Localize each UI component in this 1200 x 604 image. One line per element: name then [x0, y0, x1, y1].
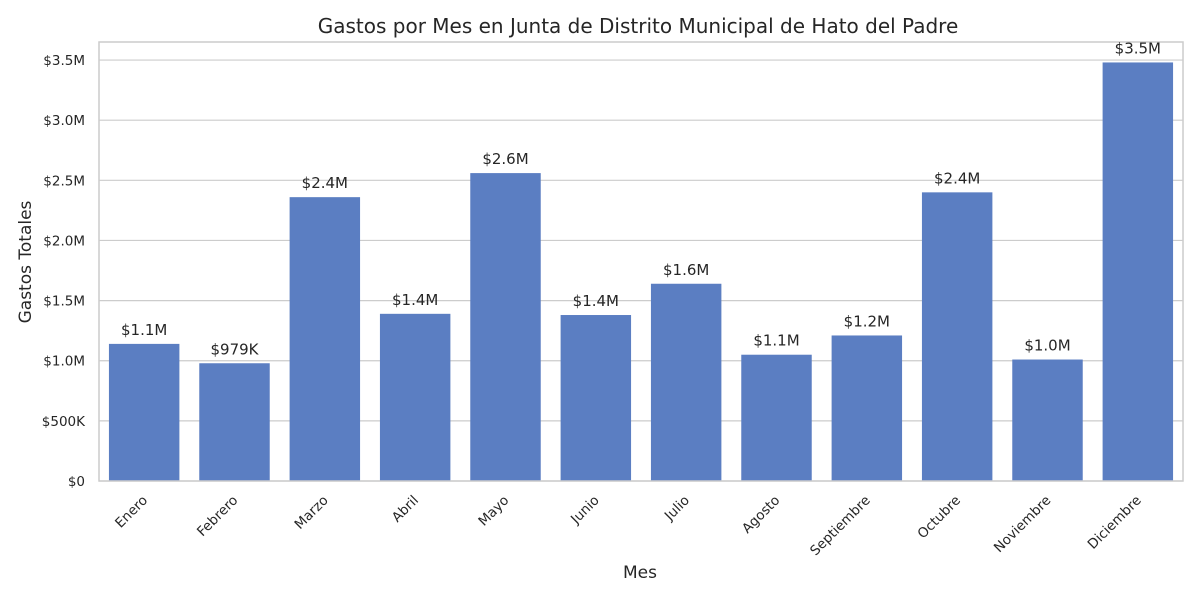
bar-septiembre: [831, 335, 903, 481]
chart-title: Gastos por Mes en Junta de Distrito Muni…: [318, 14, 959, 38]
x-tick-label: Enero: [112, 493, 151, 532]
y-tick-label: $500K: [42, 414, 86, 430]
y-tick-label: $2.5M: [43, 173, 85, 189]
grid-layer: [99, 59, 1183, 482]
x-tick-label: Octubre: [914, 493, 964, 543]
data-label: $1.6M: [663, 261, 709, 279]
bar-junio: [560, 315, 632, 481]
y-tick-label: $1.0M: [43, 354, 85, 370]
y-tick-label: $3.5M: [43, 53, 85, 69]
bar-febrero: [199, 363, 270, 481]
x-tick-label: Julio: [661, 493, 693, 525]
data-label: $1.2M: [844, 312, 890, 330]
data-label: $1.0M: [1024, 337, 1070, 355]
x-tick-labels-layer: Enero Febrero Marzo Abril Mayo Junio Julio Agos…: [112, 493, 1144, 560]
y-tick-label: $2.0M: [43, 233, 85, 249]
bar-noviembre: [1012, 359, 1083, 481]
data-label: $1.4M: [392, 291, 438, 309]
x-tick-label: Marzo: [291, 493, 331, 533]
x-tick-label: Abril: [389, 493, 422, 526]
bar-marzo: [289, 197, 361, 481]
bar-diciembre: [1102, 62, 1174, 482]
y-tick-label: $0: [68, 474, 85, 490]
bar-abril: [379, 313, 451, 481]
data-label: $2.4M: [302, 174, 348, 192]
plot-frame-layer: [98, 41, 1184, 482]
x-tick-label: Septiembre: [807, 493, 874, 560]
x-axis-label: Mes: [623, 563, 657, 583]
y-tick-label: $1.5M: [43, 294, 85, 310]
bar-mayo: [470, 173, 541, 481]
y-tick-labels-layer: $0 $500K $1.0M $1.5M $2.0M $2.5M $3.0M $3.5M: [42, 53, 86, 490]
data-label: $979K: [210, 340, 259, 358]
data-label: $1.1M: [753, 332, 799, 350]
bar-enero: [108, 343, 180, 481]
data-label: $3.5M: [1115, 39, 1161, 57]
plot-frame: [98, 41, 1184, 482]
y-tick-label: $3.0M: [43, 113, 85, 129]
data-label: $1.4M: [573, 292, 619, 310]
x-tick-label: Noviembre: [991, 493, 1054, 556]
bar-julio: [650, 283, 722, 481]
data-label: $1.1M: [121, 321, 167, 339]
data-label: $2.6M: [482, 150, 528, 168]
bars-layer: [108, 62, 1174, 482]
bar-octubre: [921, 192, 993, 481]
x-tick-label: Junio: [567, 493, 602, 528]
x-tick-label: Mayo: [475, 493, 512, 530]
data-labels-layer: $1.1M $979K $2.4M $1.4M $2.6M $1.4M $1.6M $1.1M…: [121, 39, 1161, 358]
y-axis-label: Gastos Totales: [16, 200, 36, 323]
x-tick-label: Febrero: [194, 493, 241, 540]
data-label: $2.4M: [934, 169, 980, 187]
x-tick-label: Agosto: [739, 493, 783, 537]
x-tick-label: Diciembre: [1085, 493, 1145, 553]
bar-agosto: [741, 354, 812, 481]
